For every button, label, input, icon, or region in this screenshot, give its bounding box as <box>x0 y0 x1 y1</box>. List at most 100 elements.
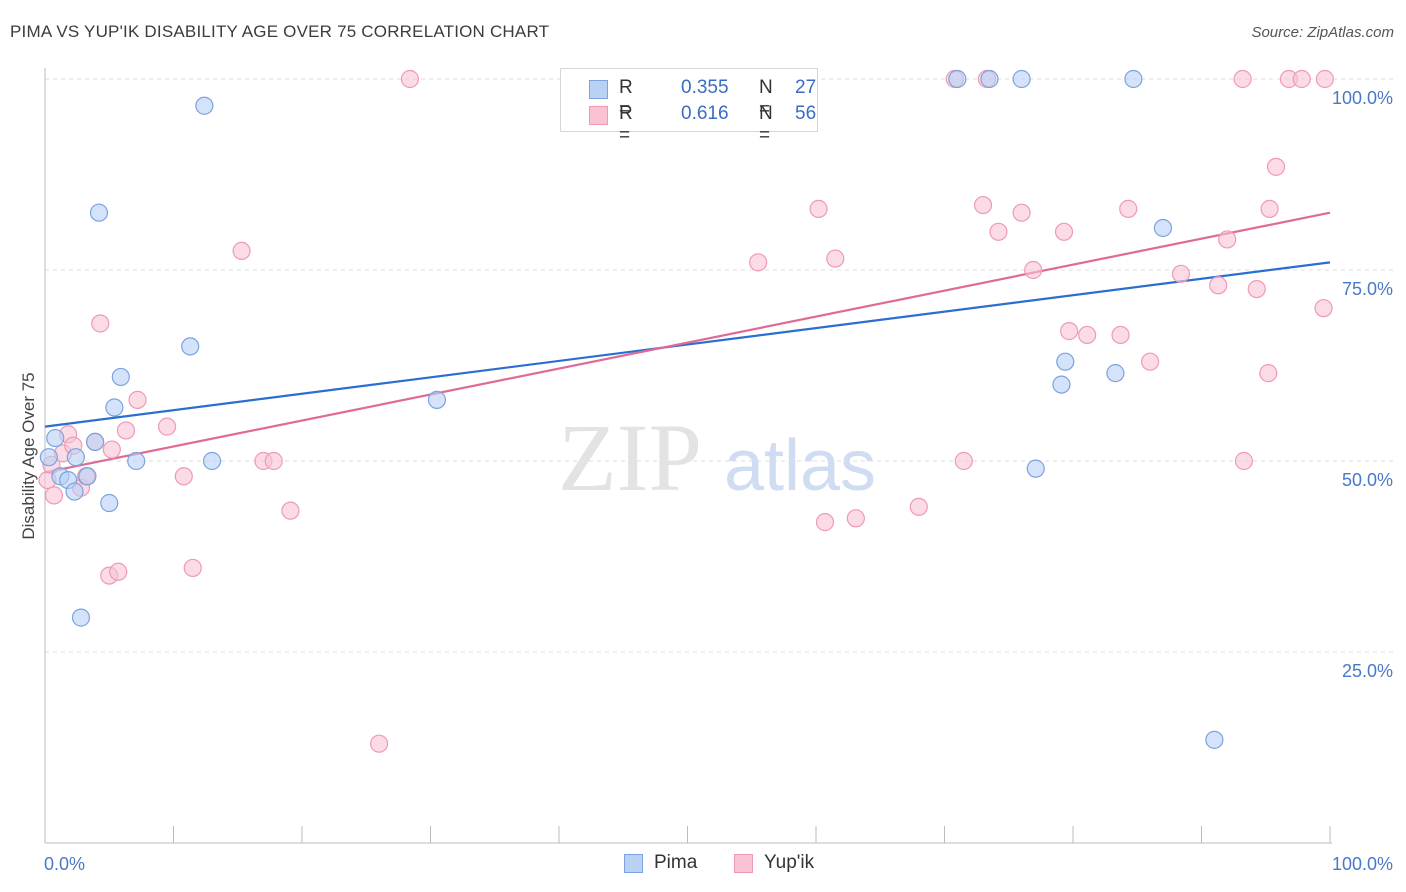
yupik-r-value: 0.616 <box>681 103 729 124</box>
pima-point <box>46 428 65 448</box>
pima-point <box>1106 364 1125 383</box>
pima-trend-line <box>44 261 1331 428</box>
pima-point <box>1205 730 1224 749</box>
yupik-point <box>809 199 828 218</box>
grid-layer <box>45 78 1395 653</box>
points-layer <box>38 69 1334 753</box>
yupik-point <box>1315 69 1334 89</box>
x-tick-label-max: 100.0% <box>1332 854 1393 874</box>
yupik-point <box>1171 264 1191 283</box>
yupik-n-label: N = <box>759 103 773 146</box>
yupik-point <box>232 241 251 260</box>
bottom-pima-label: Pima <box>654 852 698 873</box>
yupik-point <box>909 497 928 516</box>
tick-labels: 25.0% 50.0% 75.0% 100.0% 0.0% 100.0% <box>44 88 1393 874</box>
pima-swatch <box>589 80 608 99</box>
yupik-point <box>1209 276 1228 295</box>
pima-point <box>111 367 130 387</box>
pima-point <box>1153 218 1173 238</box>
yupik-trend-line <box>44 211 1331 474</box>
yupik-point <box>370 734 389 753</box>
watermark-atlas: atlas <box>724 426 876 506</box>
pima-point <box>66 448 85 467</box>
pima-point <box>39 448 58 467</box>
pima-point <box>105 398 124 417</box>
pima-point <box>202 451 222 471</box>
pima-point <box>1026 459 1045 478</box>
y-tick-label: 25.0% <box>1342 661 1393 681</box>
bottom-yupik-label: Yup'ik <box>764 852 815 873</box>
yupik-point <box>1012 203 1031 222</box>
yupik-point <box>44 486 64 505</box>
yupik-point <box>1260 199 1279 218</box>
pima-point <box>181 337 200 356</box>
y-axis-label: Disability Age Over 75 <box>19 372 38 539</box>
yupik-point <box>157 417 177 436</box>
pima-point <box>427 390 447 409</box>
pima-point <box>65 482 84 501</box>
pima-point <box>948 69 967 89</box>
yupik-point <box>1140 352 1160 371</box>
yupik-point <box>91 314 110 333</box>
yupik-point <box>1234 451 1254 471</box>
yupik-point <box>102 440 121 459</box>
yupik-point <box>846 509 865 528</box>
pima-point <box>1012 69 1031 89</box>
yupik-point <box>174 467 193 486</box>
yupik-point <box>1111 325 1130 345</box>
yupik-swatch <box>589 106 608 125</box>
yupik-point <box>815 513 835 532</box>
yupik-point <box>1233 69 1252 89</box>
pima-point <box>78 467 97 486</box>
pima-point <box>86 432 105 451</box>
yupik-point <box>400 69 420 89</box>
yupik-point <box>1247 280 1266 299</box>
pima-point <box>1056 352 1075 371</box>
pima-n-label: N = <box>759 77 773 120</box>
yupik-point <box>281 501 300 520</box>
pima-point <box>980 69 999 89</box>
yupik-point <box>1292 69 1311 89</box>
yupik-point <box>1119 199 1138 218</box>
yupik-point <box>109 562 128 581</box>
yupik-point <box>1060 322 1079 341</box>
bottom-pima-swatch <box>624 854 643 873</box>
pima-point <box>127 451 146 471</box>
pima-point <box>1052 375 1071 394</box>
yupik-point <box>989 222 1008 241</box>
source-label: Source: ZipAtlas.com <box>1251 24 1394 41</box>
yupik-point <box>1218 230 1237 249</box>
pima-point <box>1124 69 1143 89</box>
yupik-point <box>264 451 283 471</box>
x-tick-label-min: 0.0% <box>44 854 85 874</box>
yupik-point <box>973 195 993 215</box>
yupik-point <box>1054 222 1074 241</box>
watermark-zip: ZIP <box>558 404 702 511</box>
yupik-point <box>1259 364 1278 383</box>
pima-point <box>195 96 214 115</box>
bottom-yupik-swatch <box>734 854 753 873</box>
pima-point <box>71 608 91 627</box>
yupik-point <box>1078 325 1097 345</box>
pima-r-value: 0.355 <box>681 77 729 98</box>
yupik-r-label: R = <box>619 103 633 146</box>
yupik-point <box>183 558 202 578</box>
y-tick-label: 50.0% <box>1342 470 1393 490</box>
yupik-point <box>1266 157 1286 176</box>
yupik-point <box>116 421 136 440</box>
yupik-point <box>826 249 845 268</box>
y-tick-label: 100.0% <box>1332 88 1393 108</box>
yupik-point <box>1024 260 1043 280</box>
yupik-point <box>954 451 973 471</box>
pima-n-value: 27 <box>795 77 817 98</box>
yupik-point <box>1314 299 1333 318</box>
chart-title: PIMA VS YUP'IK DISABILITY AGE OVER 75 CO… <box>10 22 550 41</box>
watermark: ZIP atlas <box>558 404 876 511</box>
correlation-legend: R = 0.355 N = 27 R = 0.616 N = 56 <box>560 68 818 146</box>
pima-point <box>89 203 109 222</box>
pima-point <box>100 493 119 513</box>
trend-layer <box>44 211 1331 474</box>
yupik-n-value: 56 <box>795 103 817 124</box>
yupik-point <box>128 390 147 409</box>
